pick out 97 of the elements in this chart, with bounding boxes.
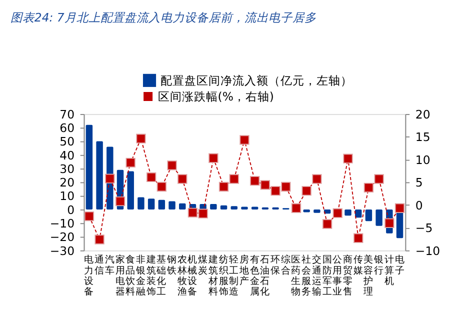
legend-label: 配置盘区间净流入额（亿元，左轴） — [160, 73, 353, 88]
y2-tick-label: 5 — [415, 176, 423, 190]
point — [384, 218, 394, 228]
point — [312, 174, 322, 184]
y-tick-label: 40 — [60, 148, 75, 162]
point — [332, 208, 342, 218]
x-tick-label: 商贸零售 — [343, 254, 353, 298]
x-tick-label: 综合 — [280, 254, 291, 276]
x-tick-label: 环保 — [270, 254, 281, 276]
point — [374, 174, 384, 184]
bar — [365, 209, 372, 222]
point — [105, 174, 115, 184]
point — [229, 174, 239, 184]
point — [218, 182, 229, 192]
chart-title: 图表24: 7月北上配置盘流入电力设备居前，流出电子居多 — [10, 10, 316, 24]
x-tick-label: 非银金融 — [134, 254, 146, 298]
bar — [210, 204, 217, 210]
y2-tick-label: 15 — [415, 130, 430, 144]
point — [94, 234, 104, 244]
x-tick-label: 通信 — [94, 254, 105, 276]
bar — [86, 124, 93, 210]
y-tick-label: 10 — [60, 189, 75, 204]
bar — [344, 209, 352, 216]
x-tick-label: 石油石化 — [260, 254, 270, 298]
point — [322, 219, 332, 229]
bar — [376, 209, 382, 226]
point — [291, 203, 302, 213]
x-tick-label: 轻工制造 — [229, 254, 240, 298]
x-tick-label: 建筑装饰 — [145, 254, 156, 298]
point — [302, 186, 312, 196]
point — [178, 174, 188, 184]
bar — [324, 209, 331, 214]
y2-tick-label: 10 — [415, 152, 430, 167]
x-tick-label: 建筑材料 — [207, 254, 218, 298]
x-tick-label: 煤炭 — [198, 254, 208, 276]
x-tick-label: 国防军工 — [322, 254, 332, 298]
point — [240, 135, 250, 145]
x-tick-label: 农林牧渔 — [176, 254, 188, 298]
bar — [127, 171, 134, 210]
point — [354, 233, 364, 243]
y-tick-label: −20 — [50, 230, 75, 244]
x-tick-label: 钢铁 — [166, 254, 178, 276]
point — [156, 182, 167, 192]
x-tick-label: 食品饮料 — [124, 254, 136, 298]
x-tick-label: 传媒 — [353, 254, 364, 276]
bar — [138, 197, 144, 210]
bar — [220, 205, 228, 210]
point — [188, 208, 198, 218]
x-tick-label: 纺织服饰 — [218, 254, 229, 298]
x-tick-label: 有色金属 — [250, 254, 260, 298]
point — [136, 134, 146, 144]
x-tick-label: 计算机 — [384, 254, 394, 287]
x-tick-label: 基础化工 — [156, 254, 167, 298]
y-tick-label: −30 — [50, 244, 75, 258]
y2-tick-label: 0 — [415, 198, 423, 212]
point — [270, 186, 280, 196]
x-tick-label: 公用事业 — [332, 254, 343, 298]
x-tick-label: 银行 — [373, 254, 384, 276]
point — [343, 154, 353, 164]
bar — [158, 200, 166, 210]
x-tick-label: 交通运输 — [312, 254, 322, 298]
x-tick-label: 美容护理 — [362, 254, 374, 298]
point — [126, 158, 136, 168]
y-tick-label: 60 — [60, 121, 75, 136]
y-tick-label: 0 — [67, 202, 75, 217]
x-tick-label: 医药生物 — [291, 254, 302, 298]
y-tick-label: 30 — [60, 162, 75, 176]
point — [281, 182, 291, 192]
point — [198, 208, 208, 218]
point — [167, 160, 177, 170]
bar — [148, 198, 155, 210]
point — [260, 180, 270, 190]
point — [208, 153, 218, 163]
bar — [168, 201, 176, 210]
point — [250, 176, 260, 186]
bar — [179, 203, 186, 210]
point — [84, 211, 94, 222]
legend-label: 区间涨跌幅(%，右轴) — [158, 89, 274, 104]
y2-tick-label: −5 — [415, 221, 433, 236]
x-tick-label: 社会服务 — [302, 254, 312, 298]
y-tick-label: −10 — [50, 216, 75, 230]
y-tick-label: 70 — [60, 107, 75, 122]
x-tick-label: 汽车 — [104, 254, 115, 276]
x-tick-label: 电力设备 — [84, 254, 94, 298]
bar — [96, 141, 103, 210]
x-tick-label: 机械设备 — [188, 254, 198, 298]
y-tick-label: 20 — [60, 176, 75, 190]
point — [146, 172, 156, 182]
x-tick-label: 房地产 — [238, 254, 250, 287]
point — [115, 196, 126, 206]
x-tick-label: 电子 — [394, 254, 405, 276]
y-tick-label: 50 — [60, 134, 75, 149]
y2-tick-label: 20 — [415, 107, 430, 122]
y2-tick-label: −10 — [415, 244, 440, 258]
x-tick-label: 家用电器 — [115, 254, 126, 298]
point — [394, 203, 405, 213]
point — [364, 182, 374, 193]
